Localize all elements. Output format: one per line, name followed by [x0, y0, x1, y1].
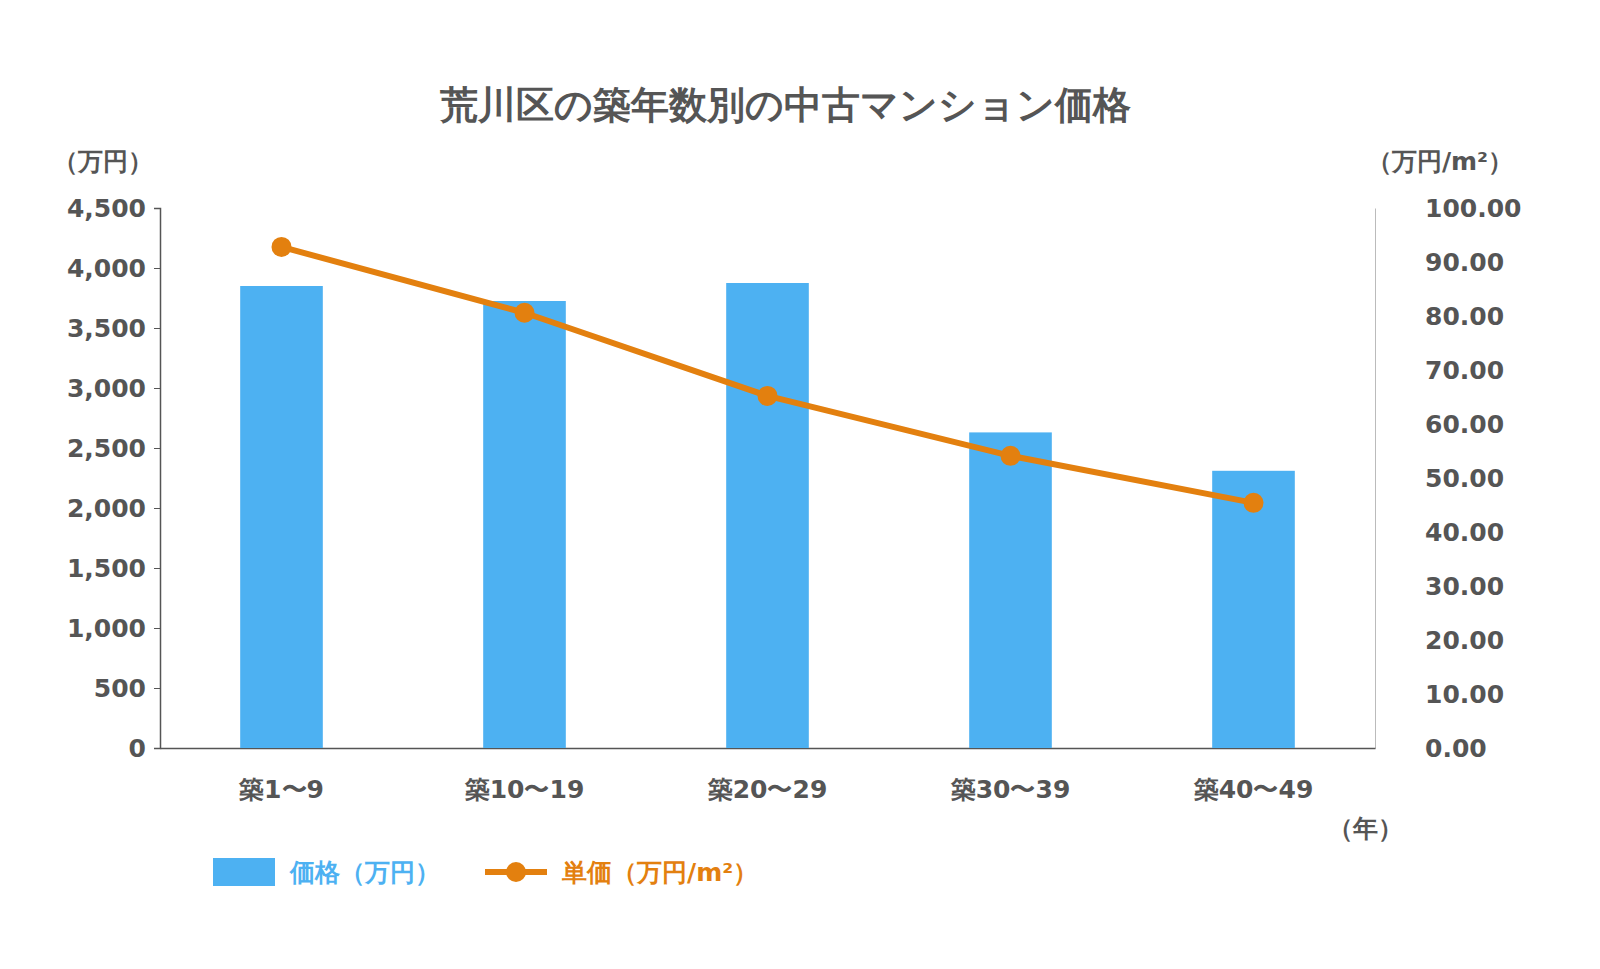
legend: 価格（万円） 単価（万円/m²）: [213, 858, 758, 887]
y-tick-label: 2,500: [67, 434, 146, 463]
bar: [1212, 471, 1295, 748]
x-tick: 築10〜19: [464, 748, 585, 804]
y-tick-mark: [154, 328, 160, 329]
y-tick-label: 3,000: [67, 374, 146, 403]
bar: [483, 301, 566, 748]
y2-tick: 30.00: [1375, 572, 1504, 601]
x-tick-label: 築30〜39: [950, 775, 1071, 804]
y2-tick-label: 30.00: [1425, 572, 1504, 601]
y2-tick: 60.00: [1375, 410, 1504, 439]
x-tick: 築1〜9: [238, 748, 324, 804]
y-tick-mark: [154, 448, 160, 449]
y-tick-label: 1,000: [67, 614, 146, 643]
x-tick-label: 築1〜9: [238, 775, 324, 804]
x-axis: 築1〜9 築10〜19 築20〜29 築30〜39 築40〜49: [161, 748, 1376, 804]
y-tick-mark: [154, 388, 160, 389]
y2-tick-label: 20.00: [1425, 626, 1504, 655]
y-tick-mark: [154, 628, 160, 629]
y2-tick-label: 80.00: [1425, 302, 1504, 331]
y-tick-label: 0: [129, 734, 146, 763]
y2-tick: 40.00: [1375, 518, 1504, 547]
bar: [726, 283, 809, 748]
y2-axis-title: （万円/m²）: [1367, 147, 1513, 176]
y-tick-label: 3,500: [67, 314, 146, 343]
y2-axis-line: [1375, 209, 1376, 749]
line: [282, 247, 1254, 503]
point: [272, 237, 292, 257]
x-tick-label: 築20〜29: [707, 775, 828, 804]
y-tick: 3,500: [67, 314, 160, 343]
y-tick-label: 1,500: [67, 554, 146, 583]
y-tick: 1,000: [67, 614, 160, 643]
y-tick: 500: [94, 674, 160, 703]
y-tick: 2,000: [67, 494, 160, 523]
y-tick-mark: [154, 208, 160, 209]
x-tick-label: 築40〜49: [1193, 775, 1314, 804]
y-tick-mark: [154, 748, 160, 749]
point: [758, 386, 778, 406]
chart-root: 荒川区の築年数別の中古マンション価格 （万円） （万円/m²） （年） 0 500 1,00…: [0, 0, 1600, 969]
legend-item: 価格（万円）: [213, 858, 440, 887]
bar-series: [240, 283, 1295, 748]
y2-tick-label: 70.00: [1425, 356, 1504, 385]
point: [515, 303, 535, 323]
y-tick: 4,000: [67, 254, 160, 283]
y-tick-mark: [154, 568, 160, 569]
y2-tick: 50.00: [1375, 464, 1504, 493]
y-tick: 3,000: [67, 374, 160, 403]
y2-tick: 0.00: [1375, 734, 1487, 763]
x-axis-title: （年）: [1328, 814, 1403, 843]
y-axis-line: [154, 209, 161, 749]
y-tick: 4,500: [67, 194, 160, 223]
x-tick: 築20〜29: [707, 748, 828, 804]
line-series: [272, 237, 1264, 513]
y-tick-label: 500: [94, 674, 146, 703]
legend-label: 単価（万円/m²）: [561, 858, 758, 887]
legend-label: 価格（万円）: [289, 858, 440, 887]
y2-tick: 10.00: [1375, 680, 1504, 709]
y-tick-mark: [154, 508, 160, 509]
y-tick-mark: [154, 268, 160, 269]
y2-tick-label: 90.00: [1425, 248, 1504, 277]
y2-tick-label: 60.00: [1425, 410, 1504, 439]
bar: [240, 286, 323, 748]
y-axis-title: （万円）: [53, 147, 153, 176]
x-tick-label: 築10〜19: [464, 775, 585, 804]
y2-tick: 90.00: [1375, 248, 1504, 277]
legend-item: 単価（万円/m²）: [485, 858, 758, 887]
y2-tick: 100.00: [1375, 194, 1521, 223]
y-tick-label: 4,000: [67, 254, 146, 283]
bar: [969, 432, 1052, 748]
y2-tick: 80.00: [1375, 302, 1504, 331]
point: [1001, 446, 1021, 466]
y2-tick: 70.00: [1375, 356, 1504, 385]
y2-tick-label: 40.00: [1425, 518, 1504, 547]
title: 荒川区の築年数別の中古マンション価格: [439, 83, 1131, 127]
x-tick: 築40〜49: [1193, 748, 1314, 804]
y2-axis: 0.00 10.00 20.00 30.00 40.00 50.00 60.00 70.00 8…: [1375, 194, 1521, 763]
background: [0, 0, 1600, 969]
y2-tick-label: 10.00: [1425, 680, 1504, 709]
y-tick-label: 2,000: [67, 494, 146, 523]
y-tick: 0: [129, 734, 160, 763]
y2-tick: 20.00: [1375, 626, 1504, 655]
legend-marker: [506, 862, 526, 882]
y-tick-mark: [154, 688, 160, 689]
y-tick: 2,500: [67, 434, 160, 463]
y2-tick-label: 100.00: [1425, 194, 1521, 223]
x-tick: 築30〜39: [950, 748, 1071, 804]
point: [1244, 493, 1264, 513]
y2-tick-label: 0.00: [1425, 734, 1487, 763]
legend-swatch: [213, 858, 275, 886]
y-axis: 0 500 1,000 1,500 2,000 2,500 3,000 3,500 4,000 4…: [67, 194, 161, 763]
plot-area: [240, 237, 1295, 748]
y2-tick-label: 50.00: [1425, 464, 1504, 493]
y-tick: 1,500: [67, 554, 160, 583]
y-tick-label: 4,500: [67, 194, 146, 223]
